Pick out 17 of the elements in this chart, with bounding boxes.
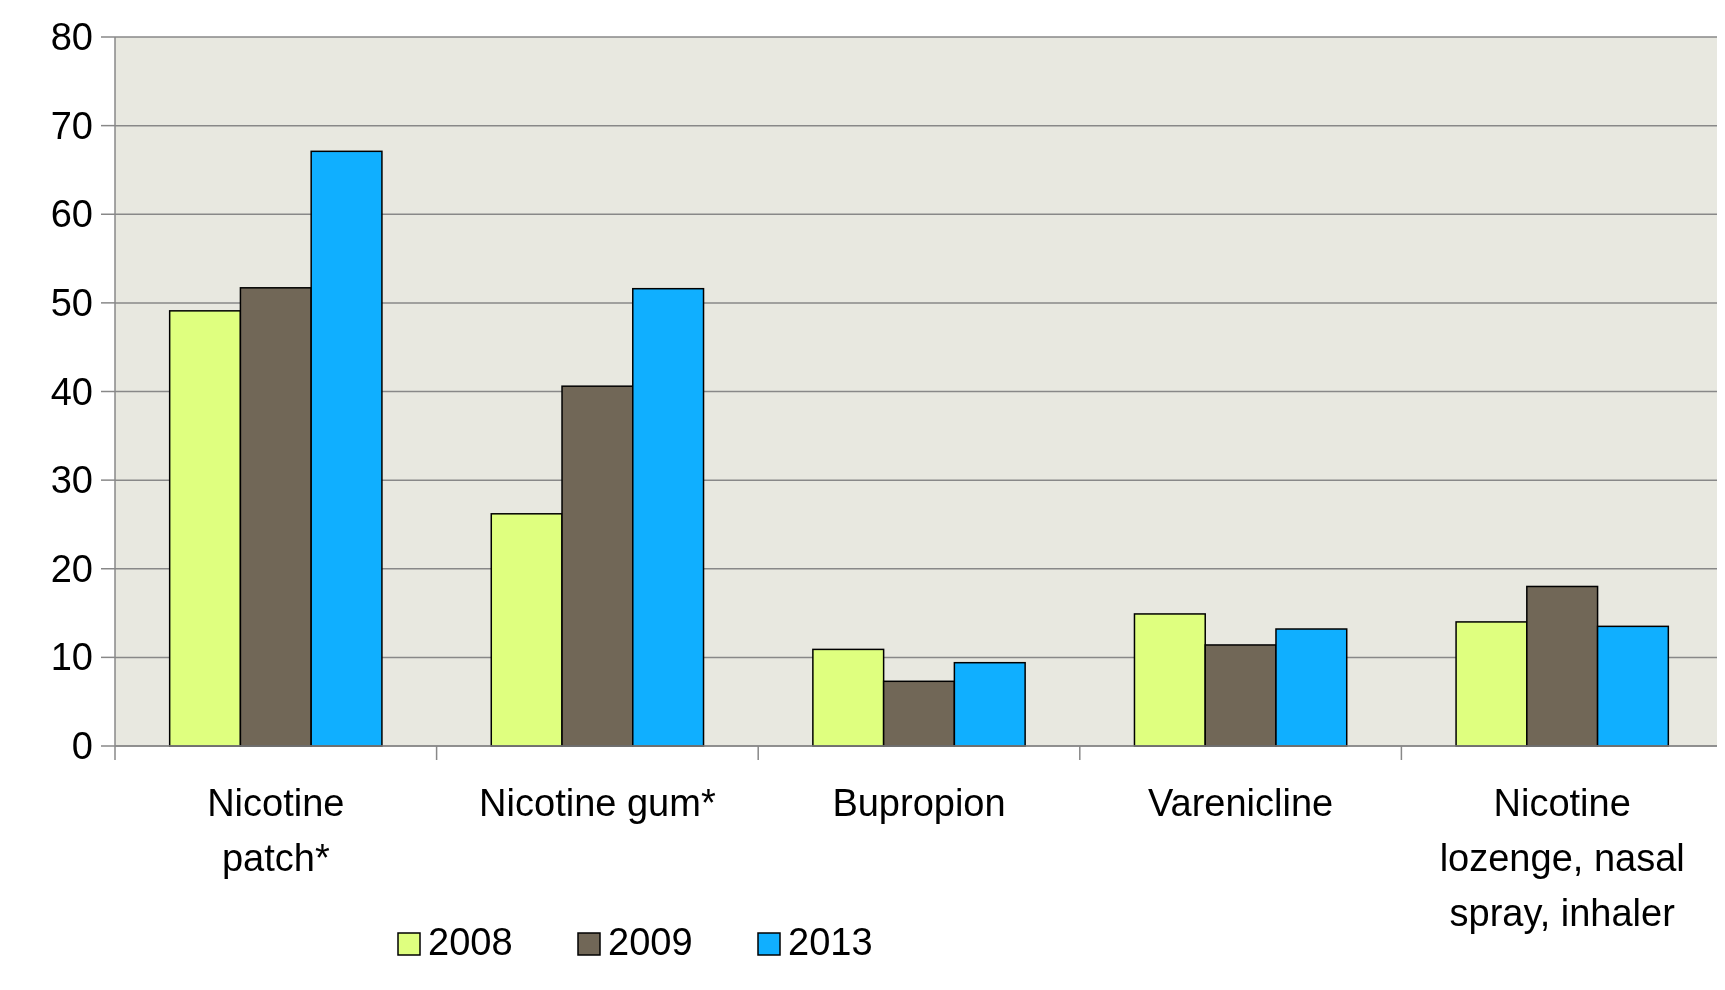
y-tick-label: 10 (50, 636, 93, 679)
x-tick-label: Bupropion (832, 782, 1006, 824)
y-tick-label: 40 (50, 370, 93, 413)
y-tick-label: 0 (71, 725, 93, 767)
x-tick-label: Nicotine patch* (207, 782, 345, 879)
legend-label: 2013 (788, 921, 873, 963)
y-tick-label: 30 (50, 459, 93, 502)
legend-label: 2008 (428, 921, 513, 963)
y-tick-label: 20 (50, 547, 93, 590)
x-tick-label: Varenicline (1148, 782, 1334, 824)
y-tick-label: 80 (50, 16, 93, 58)
y-tick-label: 60 (50, 193, 93, 236)
x-tick-label: Nicotine gum* (479, 782, 716, 824)
y-tick-label: 50 (50, 281, 93, 324)
y-tick-label: 70 (50, 104, 93, 147)
legend-label: 2009 (608, 921, 693, 963)
x-tick-label: Nicotine lozenge, nasal spray, inhaler (1439, 782, 1685, 934)
